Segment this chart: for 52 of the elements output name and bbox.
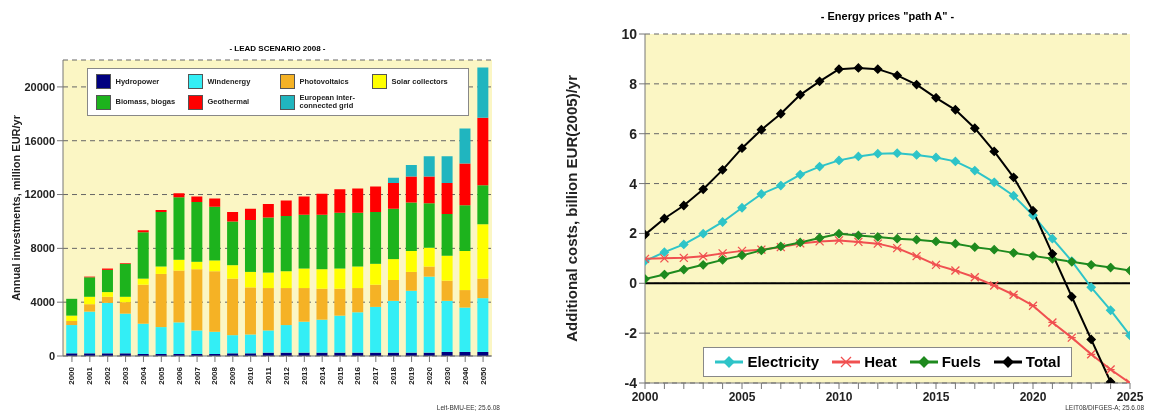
x-tick-label: 2009 <box>228 366 238 385</box>
y-axis-title: Additional costs, billion EUR(2005)/yr <box>563 75 580 342</box>
x-tick-label: 2013 <box>299 366 309 385</box>
x-tick-label: 2000 <box>631 390 659 404</box>
y-tick-label: 8 <box>629 75 638 92</box>
x-tick-label: 2014 <box>317 366 327 385</box>
y-tick-label: -2 <box>624 325 638 342</box>
legend-label: Electricity <box>747 353 820 370</box>
x-tick-label: 2006 <box>174 366 184 385</box>
legend-label: Fuels <box>941 353 981 370</box>
x-tick-label: 2019 <box>407 366 417 385</box>
x-tick-label: 2005 <box>156 366 166 385</box>
x-tick-label: 2015 <box>335 366 345 385</box>
x-tick-label: 2000 <box>67 366 77 385</box>
x-tick-label: 2018 <box>389 366 399 385</box>
y-tick-label: -4 <box>624 374 638 391</box>
x-tick-label: 2012 <box>281 366 291 385</box>
chart-title: - Energy prices "path A" - <box>819 10 956 22</box>
x-tick-label: 2030 <box>442 366 452 385</box>
x-tick-label: 2017 <box>371 366 381 385</box>
x-tick-label: 2008 <box>210 366 220 385</box>
x-tick-label: 2015 <box>922 390 950 404</box>
x-tick-label: 2010 <box>825 390 853 404</box>
y-tick-label: 16000 <box>24 134 55 147</box>
y-tick-label: 12000 <box>24 188 55 201</box>
y-tick-label: 20000 <box>24 80 55 93</box>
y-tick-label: 4 <box>629 175 638 192</box>
y-tick-label: 6 <box>629 125 638 142</box>
y-tick-label: 10 <box>621 25 638 42</box>
x-tick-label: 2040 <box>460 366 470 385</box>
x-tick-label: 2005 <box>728 390 756 404</box>
legend-label: Heat <box>864 353 897 370</box>
x-tick-label: 2020 <box>1019 390 1047 404</box>
x-tick-label: 2002 <box>103 366 113 385</box>
x-tick-label: 2020 <box>424 366 434 385</box>
x-tick-label: 2004 <box>138 366 148 385</box>
legend-label: Total <box>1025 353 1061 370</box>
x-tick-label: 2025 <box>1116 390 1144 404</box>
y-axis-title: Annual investments, million EUR/yr <box>10 115 22 301</box>
y-tick-label: 0 <box>629 275 638 292</box>
y-tick-label: 0 <box>48 349 55 362</box>
x-tick-label: 2050 <box>478 366 488 385</box>
y-tick-label: 4000 <box>30 296 55 309</box>
chart-title: - LEAD SCENARIO 2008 - <box>228 44 327 53</box>
y-tick-label: 2 <box>629 225 638 242</box>
y-tick-label: 8000 <box>30 242 55 255</box>
x-tick-label: 2001 <box>85 366 95 385</box>
x-tick-label: 2011 <box>264 366 274 385</box>
x-tick-label: 2007 <box>192 366 202 385</box>
x-tick-label: 2016 <box>353 366 363 385</box>
x-tick-label: 2003 <box>121 366 131 385</box>
x-tick-label: 2010 <box>246 366 256 385</box>
